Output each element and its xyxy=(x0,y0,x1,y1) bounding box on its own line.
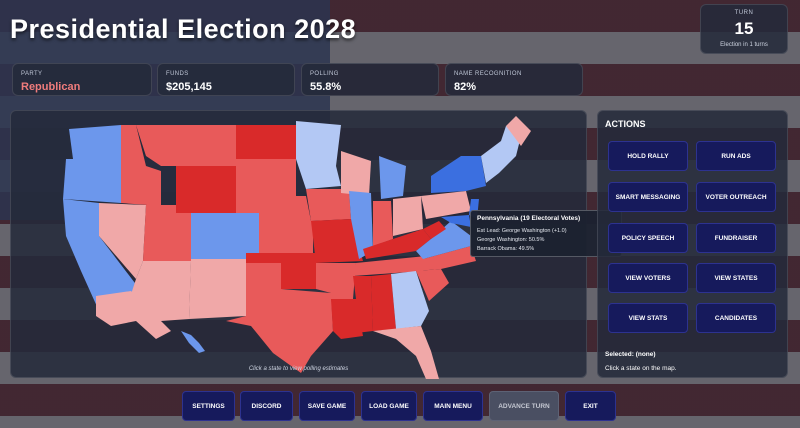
state-idaho[interactable] xyxy=(121,125,161,206)
state-tennessee[interactable] xyxy=(353,256,426,276)
state-maryland[interactable] xyxy=(441,215,471,227)
state-utah[interactable] xyxy=(143,205,191,261)
map-hint: Click a state to view polling estimates xyxy=(248,366,349,372)
state-new-york[interactable] xyxy=(431,156,486,193)
turn-number: 15 xyxy=(734,19,754,38)
state-north-carolina[interactable] xyxy=(416,246,476,271)
state-new-england[interactable] xyxy=(481,126,521,183)
view-states-button[interactable]: VIEW STATES xyxy=(696,263,776,293)
advance-turn-button[interactable]: ADVANCE TURN xyxy=(489,391,559,421)
state-kansas[interactable] xyxy=(259,221,313,253)
view-voters-button[interactable]: VIEW VOTERS xyxy=(608,263,688,293)
actions-heading: ACTIONS xyxy=(605,119,646,129)
tooltip-lead: Est Lead: George Washington (+1.0) xyxy=(477,228,567,234)
state-washington[interactable] xyxy=(69,125,121,159)
funds-value: $205,145 xyxy=(166,81,212,93)
page-title: Presidential Election 2028 xyxy=(10,14,357,44)
state-maine[interactable] xyxy=(506,116,531,146)
state-hawaii[interactable] xyxy=(181,331,205,353)
selected-state: Selected: (none) xyxy=(605,351,656,358)
state-mississippi[interactable] xyxy=(353,276,373,333)
state-texas[interactable] xyxy=(226,263,333,373)
state-georgia[interactable] xyxy=(391,271,429,329)
state-wyoming[interactable] xyxy=(176,166,236,213)
selection-instruction: Click a state on the map. xyxy=(605,365,677,372)
state-south-dakota[interactable] xyxy=(236,159,296,196)
recognition-card: NAME RECOGNITION 82% xyxy=(445,63,583,96)
voter-outreach-button[interactable]: VOTER OUTREACH xyxy=(696,182,776,212)
load-game-button[interactable]: LOAD GAME xyxy=(361,391,417,421)
state-ohio[interactable] xyxy=(393,196,423,236)
tooltip-candidate-2: Barrack Obama: 49.5% xyxy=(477,246,535,252)
polling-card: POLLING 55.8% xyxy=(301,63,439,96)
state-nevada[interactable] xyxy=(99,203,146,279)
settings-button[interactable]: SETTINGS xyxy=(182,391,235,421)
state-montana[interactable] xyxy=(136,125,236,166)
turn-panel: TURN 15 Election in 1 turns xyxy=(700,4,788,54)
smart-messaging-button[interactable]: SMART MESSAGING xyxy=(608,182,688,212)
state-virginia[interactable] xyxy=(416,221,471,259)
polling-value: 55.8% xyxy=(310,81,342,93)
fundraiser-button[interactable]: FUNDRAISER xyxy=(696,223,776,253)
state-oregon[interactable] xyxy=(63,159,121,203)
state-new-mexico[interactable] xyxy=(189,259,246,319)
state-nebraska[interactable] xyxy=(236,196,311,221)
polling-label: POLLING xyxy=(310,71,339,77)
state-arkansas[interactable] xyxy=(316,263,356,299)
state-alaska[interactable] xyxy=(96,291,171,339)
hold-rally-button[interactable]: HOLD RALLY xyxy=(608,141,688,171)
turn-label: TURN xyxy=(734,10,754,16)
state-kentucky[interactable] xyxy=(363,229,431,259)
state-missouri[interactable] xyxy=(311,219,363,263)
recognition-label: NAME RECOGNITION xyxy=(454,71,522,77)
run-ads-button[interactable]: RUN ADS xyxy=(696,141,776,171)
funds-label: FUNDS xyxy=(166,71,189,77)
policy-speech-button[interactable]: POLICY SPEECH xyxy=(608,223,688,253)
state-wisconsin[interactable] xyxy=(341,151,371,196)
state-north-dakota[interactable] xyxy=(236,125,296,159)
party-card: PARTY Republican xyxy=(12,63,152,96)
state-south-carolina[interactable] xyxy=(416,269,449,301)
state-alabama[interactable] xyxy=(371,274,396,331)
tooltip-title: Pennsylvania (19 Electoral Votes) xyxy=(477,215,581,222)
turn-subtitle: Election in 1 turns xyxy=(720,42,768,48)
state-indiana[interactable] xyxy=(373,201,393,246)
exit-button[interactable]: EXIT xyxy=(565,391,616,421)
state-west-virginia[interactable] xyxy=(423,221,446,239)
state-minnesota[interactable] xyxy=(296,121,341,189)
discord-button[interactable]: DISCORD xyxy=(240,391,293,421)
recognition-value: 82% xyxy=(454,81,477,93)
state-louisiana[interactable] xyxy=(331,299,363,339)
funds-card: FUNDS $205,145 xyxy=(157,63,295,96)
state-illinois[interactable] xyxy=(349,191,373,259)
state-florida[interactable] xyxy=(373,326,441,379)
state-iowa[interactable] xyxy=(306,189,351,221)
state-michigan[interactable] xyxy=(379,156,406,199)
state-pennsylvania[interactable] xyxy=(421,191,471,219)
state-colorado[interactable] xyxy=(191,213,259,259)
main-menu-button[interactable]: MAIN MENU xyxy=(423,391,483,421)
us-map[interactable] xyxy=(11,111,588,379)
actions-panel: ACTIONS HOLD RALLY RUN ADS SMART MESSAGI… xyxy=(597,110,788,378)
party-label: PARTY xyxy=(21,71,43,77)
save-game-button[interactable]: SAVE GAME xyxy=(299,391,355,421)
view-stats-button[interactable]: VIEW STATS xyxy=(608,303,688,333)
tooltip-candidate-1: George Washington: 50.5% xyxy=(477,237,545,243)
candidates-button[interactable]: CANDIDATES xyxy=(696,303,776,333)
state-california[interactable] xyxy=(63,199,141,319)
state-tooltip: Pennsylvania (19 Electoral Votes) Est Le… xyxy=(470,210,622,257)
party-value: Republican xyxy=(21,81,81,93)
